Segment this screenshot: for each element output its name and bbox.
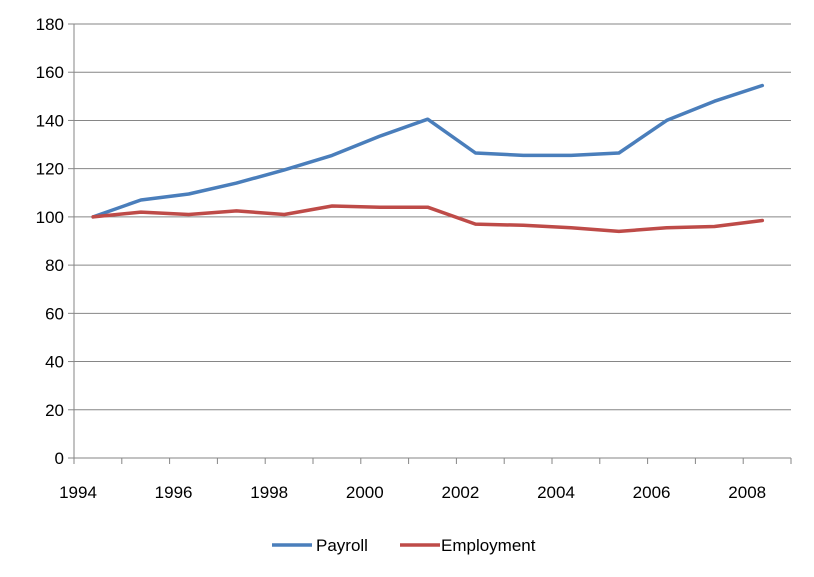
x-tick-label: 2004: [537, 483, 575, 502]
x-tick-label: 2002: [441, 483, 479, 502]
legend-label-payroll: Payroll: [316, 536, 368, 555]
x-tick-label: 1998: [250, 483, 288, 502]
series-line-payroll: [91, 83, 765, 219]
legend-label-employment: Employment: [441, 536, 536, 555]
x-tick-label: 1996: [155, 483, 193, 502]
y-tick-label: 100: [36, 208, 64, 227]
x-tick-label: 2006: [633, 483, 671, 502]
axes: [68, 23, 792, 464]
y-tick-label: 20: [45, 401, 64, 420]
gridlines: [74, 23, 791, 411]
legend: Payroll Employment: [272, 536, 536, 555]
series-lines: [91, 83, 765, 234]
y-tick-label: 80: [45, 256, 64, 275]
y-tick-label: 160: [36, 63, 64, 82]
y-tick-label: 60: [45, 304, 64, 323]
y-tick-label: 140: [36, 111, 64, 130]
x-tick-label: 1994: [59, 483, 97, 502]
x-tick-label: 2008: [728, 483, 766, 502]
x-tick-label: 2000: [346, 483, 384, 502]
y-tick-label: 180: [36, 15, 64, 34]
tick-labels: 0 20 40 60 80 100 120 140 160 180 1994 1996 1998 2000…: [36, 15, 766, 502]
series-line-employment: [91, 204, 765, 234]
y-tick-label: 0: [55, 449, 64, 468]
y-tick-label: 120: [36, 160, 64, 179]
y-tick-label: 40: [45, 353, 64, 372]
